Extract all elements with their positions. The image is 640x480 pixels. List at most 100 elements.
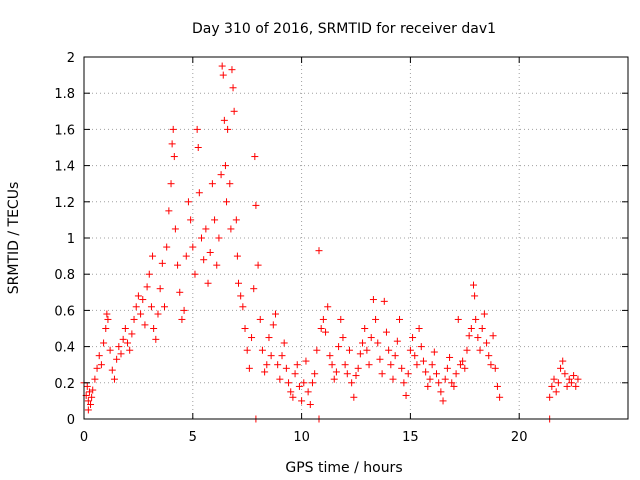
data-point [149, 252, 157, 260]
data-point [91, 375, 99, 383]
data-point [184, 198, 192, 206]
data-point [84, 397, 92, 405]
y-tick-label: 1.2 [54, 196, 75, 211]
x-tick-label: 5 [189, 430, 197, 445]
data-point [93, 364, 101, 372]
data-point [295, 382, 303, 390]
data-point [411, 352, 419, 360]
data-point [456, 361, 464, 369]
data-point [289, 393, 297, 401]
data-point [156, 285, 164, 293]
data-point [400, 379, 408, 387]
data-point [332, 368, 340, 376]
data-point [218, 62, 226, 70]
data-point [204, 279, 212, 287]
data-point [271, 310, 279, 318]
data-point [126, 346, 134, 354]
data-point [491, 364, 499, 372]
data-point [113, 355, 121, 363]
data-point [280, 339, 288, 347]
data-point [230, 107, 238, 115]
data-point [406, 346, 414, 354]
data-point [221, 162, 229, 170]
data-point [97, 361, 105, 369]
data-point [84, 406, 92, 414]
data-point [382, 328, 390, 336]
data-point [430, 348, 438, 356]
data-point [372, 315, 380, 323]
data-point [448, 379, 456, 387]
data-point [417, 343, 425, 351]
data-point [396, 315, 404, 323]
data-point [241, 325, 249, 332]
data-point [248, 334, 256, 342]
data-point [206, 248, 214, 256]
data-point [561, 370, 569, 378]
data-point [572, 382, 580, 390]
y-tick-label: 0.4 [54, 341, 75, 356]
data-point [213, 261, 221, 269]
data-point [306, 401, 314, 409]
data-point [419, 357, 427, 365]
data-point [387, 361, 395, 369]
data-point [258, 346, 266, 354]
data-point [124, 339, 132, 347]
data-point [243, 346, 251, 354]
data-point [300, 379, 308, 387]
data-point [200, 256, 208, 264]
data-point [324, 303, 332, 311]
data-point [163, 243, 171, 251]
data-point [367, 334, 375, 342]
data-point [256, 315, 264, 323]
data-point [239, 303, 247, 311]
data-point [132, 303, 140, 311]
data-point [437, 388, 445, 396]
x-tick-label: 15 [402, 430, 419, 445]
data-point [570, 372, 578, 380]
y-tick-label: 0.6 [54, 304, 75, 319]
data-point [137, 310, 145, 318]
data-point [130, 315, 138, 323]
y-axis-label: SRMTID / TECUs [6, 182, 22, 295]
data-point [287, 388, 295, 396]
data-point [85, 388, 93, 396]
data-point [193, 125, 201, 133]
data-point [450, 382, 458, 390]
data-point [234, 279, 242, 287]
data-point [380, 297, 388, 305]
data-point [548, 382, 556, 390]
data-point [187, 216, 195, 224]
data-point [115, 343, 123, 351]
y-tick-label: 1.4 [54, 160, 75, 175]
data-point [361, 325, 369, 332]
data-point [117, 350, 125, 358]
x-tick-label: 20 [511, 430, 528, 445]
y-tick-label: 1.6 [54, 123, 75, 138]
data-point [557, 364, 565, 372]
data-point [95, 352, 103, 360]
data-point [335, 343, 343, 351]
data-point [220, 116, 228, 124]
data-point [567, 379, 575, 387]
data-point [167, 180, 175, 188]
data-point [308, 379, 316, 387]
data-point [145, 270, 153, 278]
data-point [465, 332, 473, 340]
data-point [356, 350, 364, 358]
data-point [328, 361, 336, 369]
data-point [285, 379, 293, 387]
data-point [141, 321, 149, 329]
data-point [478, 325, 486, 332]
data-point [552, 388, 560, 396]
data-point [89, 386, 97, 394]
data-point [252, 201, 260, 209]
data-point [261, 368, 269, 376]
data-point [563, 382, 571, 390]
y-tick-label: 0.8 [54, 268, 75, 283]
data-point [559, 357, 567, 365]
data-point [219, 71, 227, 79]
data-point [282, 364, 290, 372]
data-point [87, 401, 95, 409]
data-point [143, 283, 151, 291]
data-point [439, 397, 447, 405]
